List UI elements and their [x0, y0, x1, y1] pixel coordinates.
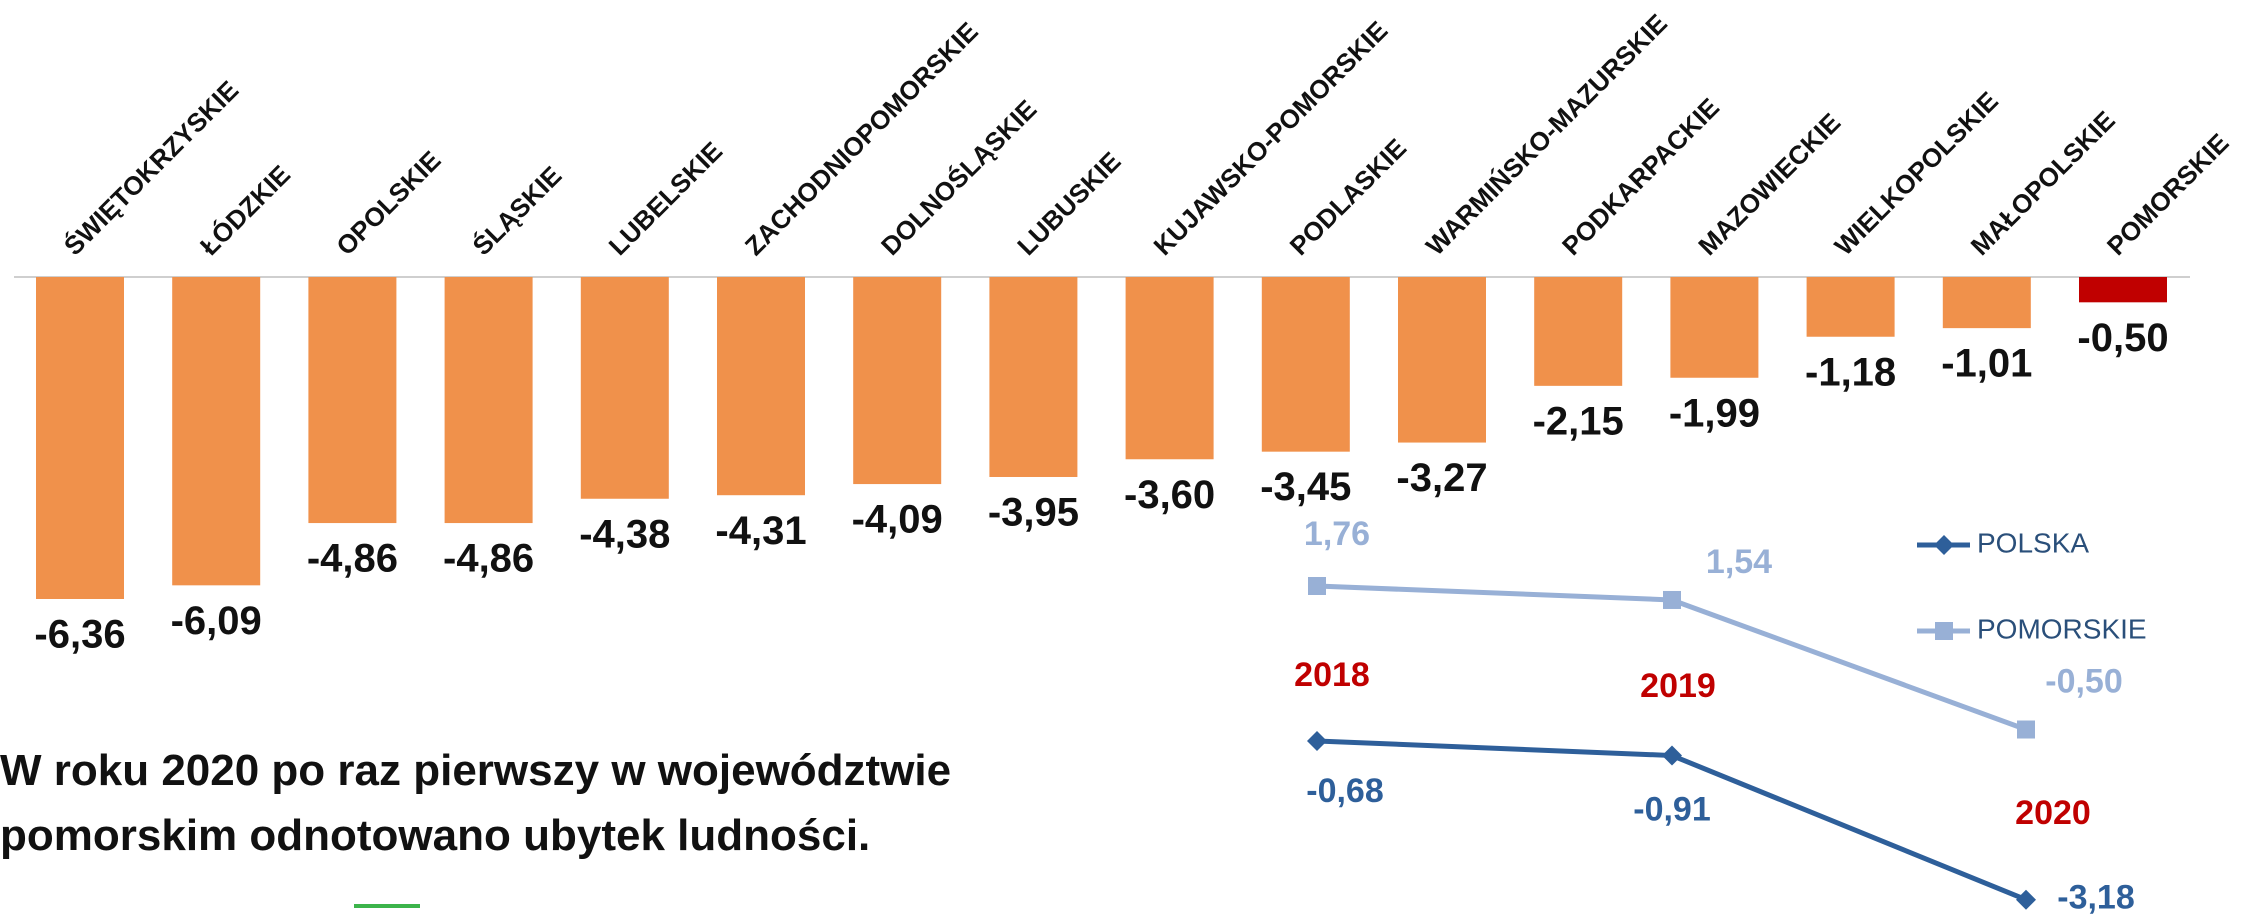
- value-label: -0,50: [2045, 662, 2123, 700]
- bar: [1398, 277, 1486, 443]
- year-label: 2020: [2015, 794, 2091, 832]
- value-label: -0,68: [1306, 772, 1384, 810]
- bar: [853, 277, 942, 485]
- category-label: MAZOWIECKIE: [1692, 107, 1846, 261]
- bar: [1534, 277, 1623, 386]
- bar: [444, 277, 533, 524]
- bar: [1261, 277, 1350, 452]
- value-label: -4,86: [307, 537, 398, 581]
- value-label: -4,86: [443, 537, 534, 581]
- bar: [1670, 277, 1759, 378]
- marker: [2016, 889, 2036, 910]
- year-label: 2018: [1294, 656, 1370, 694]
- value-label: -4,38: [579, 512, 670, 556]
- value-label: -3,45: [1260, 465, 1351, 509]
- marker: [1307, 730, 1327, 751]
- category-label: LUBELSKIE: [603, 136, 728, 261]
- category-label: LUBUSKIE: [1011, 146, 1126, 261]
- bar: [1942, 277, 2031, 329]
- value-label: -2,15: [1533, 399, 1624, 443]
- value-label: -3,27: [1396, 456, 1487, 500]
- legend-label: POMORSKIE: [1977, 613, 2147, 644]
- category-label: ŚLĄSKIE: [466, 160, 567, 261]
- value-label: -3,95: [988, 491, 1079, 535]
- value-label: 1,54: [1706, 543, 1772, 581]
- value-label: -1,01: [1941, 342, 2032, 386]
- marker: [1308, 577, 1326, 595]
- category-label: POMORSKIE: [2101, 128, 2235, 262]
- category-label: KUJAWSKO-POMORSKIE: [1147, 15, 1393, 261]
- category-label: OPOLSKIE: [330, 145, 446, 261]
- value-label: -6,09: [171, 599, 262, 643]
- category-label: PODLASKIE: [1284, 133, 1412, 261]
- category-label: ŁÓDZKIE: [194, 159, 296, 261]
- category-label: WARMIŃSKO-MAZURSKIE: [1420, 8, 1673, 261]
- bar: [989, 277, 1078, 477]
- value-label: -3,60: [1124, 473, 1215, 517]
- marker: [1663, 590, 1681, 609]
- bar: [717, 277, 805, 496]
- marker: [1662, 745, 1682, 766]
- value-label: -4,09: [852, 498, 943, 542]
- bar: [580, 277, 669, 499]
- category-label: MAŁOPOLSKIE: [1965, 105, 2121, 261]
- value-label: 1,76: [1304, 515, 1370, 553]
- legend-label: POLSKA: [1977, 527, 2089, 558]
- bar: [36, 277, 124, 599]
- category-label: ZACHODNIOPOMORSKIE: [739, 16, 984, 261]
- year-label: 2019: [1640, 667, 1716, 705]
- bar: [172, 277, 261, 586]
- bar: [308, 277, 397, 524]
- value-label: -1,99: [1669, 391, 1760, 435]
- bar: [1125, 277, 1214, 460]
- bar: [2079, 277, 2167, 303]
- marker: [1935, 622, 1953, 640]
- value-label: -4,31: [715, 509, 806, 553]
- note-line: W roku 2020 po raz pierwszy w województw…: [0, 746, 951, 795]
- bar: [1806, 277, 1895, 337]
- value-label: -0,91: [1633, 791, 1711, 829]
- value-label: -0,50: [2077, 316, 2168, 360]
- marker: [1934, 535, 1954, 555]
- note-line: pomorskim odnotowano ubytek ludności.: [0, 811, 870, 860]
- value-label: -1,18: [1805, 350, 1896, 394]
- marker: [2017, 720, 2035, 739]
- value-label: -6,36: [34, 613, 125, 657]
- value-label: -3,18: [2057, 879, 2135, 917]
